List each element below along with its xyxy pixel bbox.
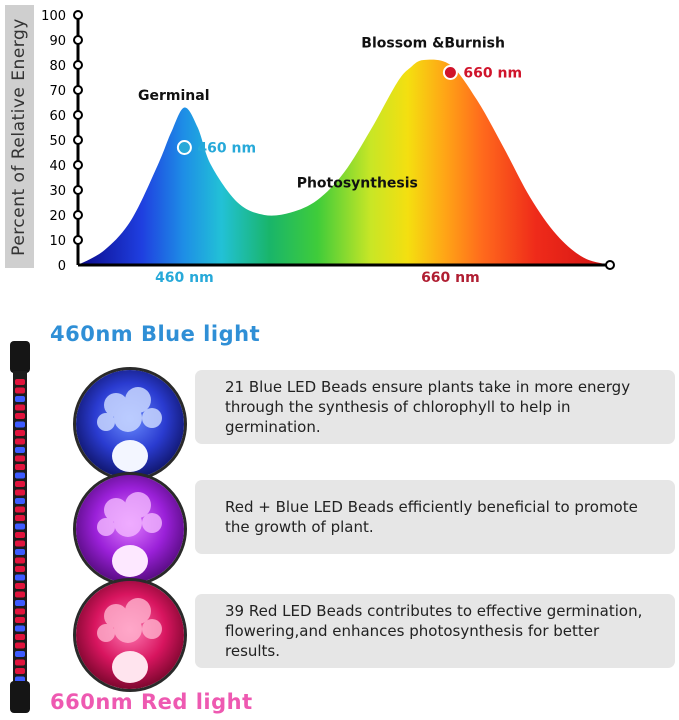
- y-tick-label: 30: [49, 184, 66, 199]
- red-light-title: 660nm Red light: [50, 690, 253, 714]
- chart-annotation: Germinal: [138, 88, 210, 104]
- spectrum-area: [78, 59, 610, 266]
- red-led-description: 39 Red LED Beads contributes to effectiv…: [195, 594, 675, 668]
- chart-annotation: Photosynthesis: [297, 176, 418, 192]
- led-bead: [15, 591, 25, 598]
- y-tick-label: 40: [49, 159, 66, 174]
- y-tick-label: 90: [49, 34, 66, 49]
- y-tick-label: 20: [49, 209, 66, 224]
- y-tick-label: 10: [49, 234, 66, 249]
- chart-annotation: Blossom &Burnish: [361, 36, 505, 52]
- x-tick-label: 660 nm: [421, 270, 480, 286]
- led-bead: [15, 421, 25, 428]
- led-bead: [15, 634, 25, 640]
- y-tick-marker: [73, 10, 83, 20]
- y-tick-marker: [73, 210, 83, 220]
- led-bead: [15, 583, 25, 589]
- led-bead: [15, 430, 25, 436]
- x-tick-label: 460 nm: [155, 270, 214, 286]
- led-bead: [15, 651, 25, 657]
- led-bead: [15, 549, 25, 555]
- led-bead: [15, 481, 25, 487]
- y-tick-label: 100: [41, 9, 66, 24]
- led-tube-icon: [10, 341, 30, 713]
- peak-marker-label: 660 nm: [463, 66, 522, 82]
- led-bead: [15, 455, 25, 462]
- y-tick-label: 0: [58, 259, 66, 274]
- led-bead: [15, 498, 25, 504]
- red-plant-icon: [73, 578, 187, 692]
- led-bead: [15, 438, 25, 445]
- mixed-led-description: Red + Blue LED Beads efficiently benefic…: [195, 480, 675, 554]
- led-bead: [15, 574, 25, 581]
- led-bead: [15, 625, 25, 632]
- led-bead: [15, 515, 25, 521]
- led-bead: [15, 506, 25, 513]
- y-axis-label: Percent of Relative Energy: [9, 18, 29, 256]
- led-bead: [15, 617, 25, 623]
- y-tick-marker: [73, 160, 83, 170]
- led-bead: [15, 489, 25, 496]
- led-bead: [15, 523, 25, 530]
- led-bead: [15, 600, 25, 606]
- led-bead: [15, 387, 25, 394]
- y-tick-marker: [73, 235, 83, 245]
- led-bead: [15, 413, 25, 419]
- led-bead: [15, 659, 25, 666]
- blue-led-description: 21 Blue LED Beads ensure plants take in …: [195, 370, 675, 444]
- led-bead: [15, 447, 25, 453]
- y-tick-label: 70: [49, 84, 66, 99]
- peak-marker: [442, 65, 458, 80]
- led-bead: [15, 540, 25, 547]
- led-bead: [15, 379, 25, 385]
- y-tick-marker: [73, 135, 83, 145]
- blue-plant-icon: [73, 367, 187, 481]
- y-tick-marker: [73, 185, 83, 195]
- led-bead: [15, 464, 25, 470]
- y-tick-marker: [73, 85, 83, 95]
- led-bead: [15, 557, 25, 564]
- y-tick-marker: [73, 110, 83, 120]
- blue-light-title: 460nm Blue light: [50, 322, 261, 346]
- y-axis-label-box: [5, 5, 34, 268]
- led-bead: [15, 396, 25, 402]
- led-bead: [15, 404, 25, 411]
- led-bead: [15, 642, 25, 649]
- y-tick-label: 50: [49, 134, 66, 149]
- led-bead: [15, 608, 25, 615]
- led-bead: [15, 566, 25, 572]
- y-tick-marker: [73, 35, 83, 45]
- peak-marker: [176, 140, 192, 155]
- purple-plant-icon: [73, 472, 187, 586]
- led-bead: [15, 472, 25, 479]
- x-axis-end-marker: [605, 260, 615, 270]
- led-bead: [15, 668, 25, 674]
- y-tick-marker: [73, 60, 83, 70]
- y-tick-label: 60: [49, 109, 66, 124]
- y-tick-label: 80: [49, 59, 66, 74]
- led-bead: [15, 532, 25, 538]
- peak-marker-label: 460 nm: [197, 141, 256, 157]
